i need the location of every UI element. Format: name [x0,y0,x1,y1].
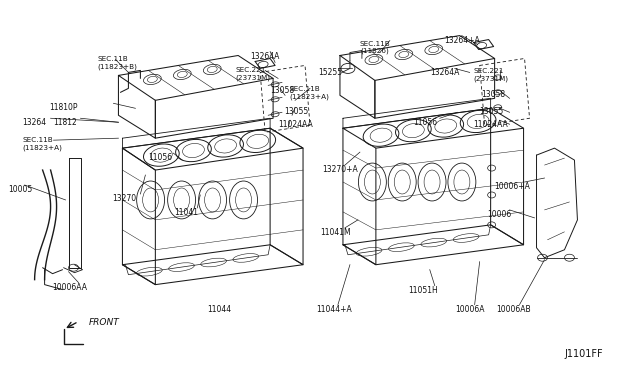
Text: 11041: 11041 [174,208,198,217]
Text: SEC.11B: SEC.11B [289,86,320,92]
Text: 11056: 11056 [413,118,437,127]
Text: 10006A: 10006A [454,305,484,314]
Text: J1101FF: J1101FF [564,349,603,359]
Text: FRONT: FRONT [88,318,119,327]
Text: 11044+A: 11044+A [316,305,352,314]
Text: 11810P: 11810P [49,103,78,112]
Text: 11051H: 11051H [408,286,438,295]
Text: (11823+A): (11823+A) [22,144,63,151]
Text: 13264A: 13264A [250,51,280,61]
Text: 11041M: 11041M [320,228,351,237]
Text: SEC.11B: SEC.11B [97,57,128,62]
Text: 11044: 11044 [207,305,232,314]
Text: 10006AB: 10006AB [497,305,531,314]
Text: SEC.11B: SEC.11B [22,137,53,143]
Text: 13264A: 13264A [430,68,459,77]
Text: SEC.221: SEC.221 [474,68,504,74]
Text: (11823+B): (11823+B) [97,64,138,70]
Text: 13270+A: 13270+A [322,165,358,174]
Text: 13055: 13055 [479,107,504,116]
Text: 11812: 11812 [54,118,77,127]
Text: 13055: 13055 [284,107,308,116]
Text: 13264+A: 13264+A [444,36,479,45]
Text: 11024AA: 11024AA [278,120,313,129]
Text: 10006: 10006 [488,210,512,219]
Text: SEC.11B: SEC.11B [360,41,390,46]
Text: SEC.221: SEC.221 [235,67,266,73]
Text: 13058: 13058 [482,90,506,99]
Text: 13264: 13264 [22,118,47,127]
Text: 11056: 11056 [148,153,173,162]
Text: 10006AA: 10006AA [52,283,88,292]
Text: 10006+A: 10006+A [495,182,531,191]
Text: 11024AA: 11024AA [474,120,508,129]
Text: (11826): (11826) [360,48,388,54]
Text: 15255: 15255 [318,68,342,77]
Text: 10005: 10005 [9,185,33,194]
Text: 13058: 13058 [270,86,294,95]
Text: (11823+A): (11823+A) [289,93,329,100]
Text: (23731M): (23731M) [235,74,270,81]
Text: 13270: 13270 [113,194,136,203]
Text: (23731M): (23731M) [474,76,509,82]
